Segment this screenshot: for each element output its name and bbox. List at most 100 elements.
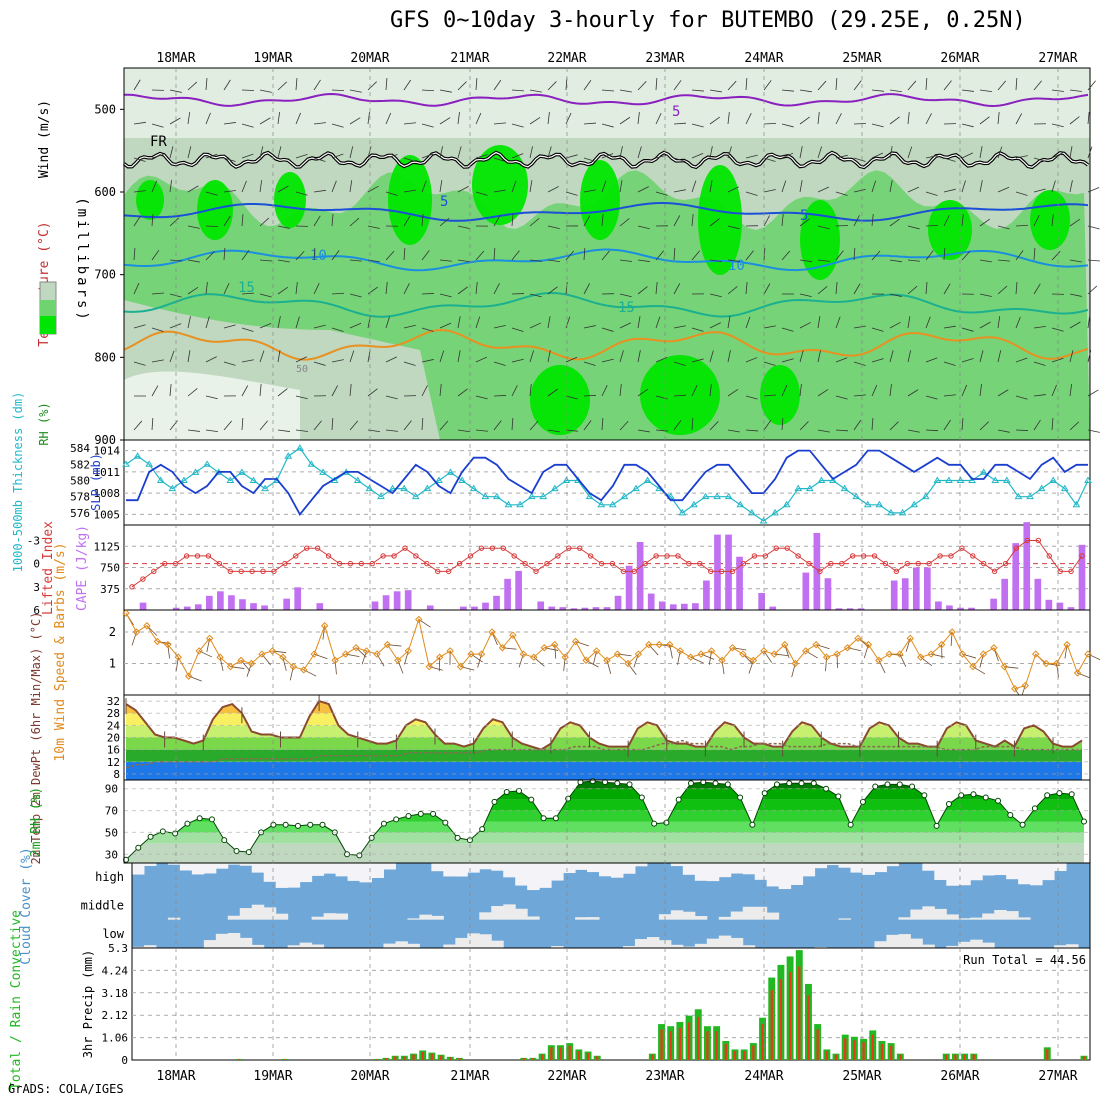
wind-barb <box>295 356 307 363</box>
thickness-point <box>945 476 953 483</box>
rh-saturated-cell <box>136 180 164 220</box>
wind-barb <box>313 215 321 227</box>
cloud-clear-cell <box>766 863 780 887</box>
cloud-clear-cell <box>934 908 947 920</box>
cloud-clear-cell <box>754 906 768 920</box>
wind-barb <box>241 180 247 193</box>
wind-barb <box>1051 357 1064 363</box>
cape-bar <box>714 534 721 610</box>
wind-barb <box>997 350 1002 363</box>
cloud-clear-cell <box>563 863 576 874</box>
wind-barb <box>151 327 164 332</box>
rh-point <box>503 789 510 796</box>
thickness-point <box>145 460 154 467</box>
cape-bar <box>890 580 898 610</box>
cloud-clear-cell <box>491 863 504 871</box>
wind-barb <box>439 384 442 397</box>
wind-barb <box>601 180 607 193</box>
cloud-clear-cell <box>646 937 660 948</box>
wind-barb <box>565 191 578 196</box>
wind-barb <box>187 388 198 397</box>
rh-point <box>982 794 989 801</box>
wind-barb <box>367 112 370 125</box>
wind-barb <box>295 282 298 295</box>
wind-speed-point <box>362 647 371 655</box>
cloud-clear-cell <box>1018 863 1031 885</box>
wind-barb <box>349 259 362 262</box>
cloud-clear-cell <box>790 863 804 885</box>
wind-barb <box>385 250 395 261</box>
li-point <box>915 560 921 567</box>
wind-barb <box>709 293 722 298</box>
wind-barb <box>691 327 704 332</box>
cape-bar <box>846 608 854 610</box>
cloud-clear-cell <box>179 863 193 871</box>
wind-barb <box>889 146 893 159</box>
wind-barb <box>925 113 932 125</box>
li-point <box>140 576 146 582</box>
wind-barb <box>529 89 542 93</box>
wind-barb <box>511 385 518 397</box>
cloud-clear-cell <box>335 863 349 877</box>
rh-point <box>221 837 228 844</box>
wind-barb <box>421 89 435 92</box>
wind-barb <box>835 113 842 125</box>
wind-barb <box>943 283 951 295</box>
wind-barb <box>241 214 244 227</box>
wind-barb <box>1051 418 1054 431</box>
contour-label: 5 <box>440 194 448 210</box>
rh-saturated-cell <box>388 155 432 245</box>
precip-conv-bar <box>430 1053 434 1060</box>
wind-barb <box>151 249 160 261</box>
wind-barb <box>637 225 650 230</box>
wind-barb <box>187 225 200 229</box>
precip-conv-bar <box>421 1051 424 1060</box>
li-point <box>238 568 244 575</box>
thickness-point <box>504 500 513 508</box>
date-label-bottom: 21MAR <box>450 1069 489 1084</box>
wind-barb <box>295 112 301 125</box>
rh-point <box>798 780 805 787</box>
cloud-clear-cell <box>203 863 217 874</box>
cape-bar <box>1012 543 1020 610</box>
wind-barb <box>709 421 719 431</box>
cloud-clear-cell <box>287 945 301 948</box>
wind-barb <box>547 186 559 193</box>
pressure-tick-label: 600 <box>94 185 116 199</box>
thickness-point <box>771 508 779 516</box>
wind-barb <box>349 89 362 93</box>
cloud-panel: high middle low Cloud Cover (%) <box>19 847 1091 965</box>
wind-barb <box>997 429 1010 433</box>
wind-barb <box>799 259 812 263</box>
li-ylabel: Lifted Index <box>41 521 56 615</box>
temperature-contour-20 <box>123 328 1089 361</box>
wind-speed-point <box>341 650 350 658</box>
li-point <box>216 560 223 567</box>
wind-speed-point <box>551 640 559 649</box>
cloud-clear-cell <box>682 946 696 948</box>
cloud-clear-cell <box>239 863 253 866</box>
wind-barb <box>889 218 900 227</box>
wind-barb <box>133 215 141 227</box>
wind-barb <box>241 123 254 128</box>
li-point <box>162 560 168 567</box>
precip-conv-bar <box>522 1058 525 1060</box>
wind-barb <box>673 215 681 227</box>
li-point <box>970 553 976 559</box>
cape-bar <box>471 606 478 610</box>
li-point <box>380 553 386 559</box>
wind-barb <box>259 384 262 397</box>
wind-barb <box>421 293 435 295</box>
li-point <box>456 560 463 567</box>
cloud-clear-cell <box>215 933 229 948</box>
wind-barb <box>1069 116 1080 125</box>
thickness-point <box>759 516 768 524</box>
wind-barb <box>313 324 326 329</box>
cloud-clear-cell <box>838 863 851 868</box>
thickness-point <box>782 500 791 508</box>
wind-barb <box>979 146 983 159</box>
wind-barb <box>619 116 631 125</box>
date-label-top: 18MAR <box>156 51 195 66</box>
cloud-clear-cell <box>455 863 468 877</box>
cape-bar <box>935 601 942 610</box>
